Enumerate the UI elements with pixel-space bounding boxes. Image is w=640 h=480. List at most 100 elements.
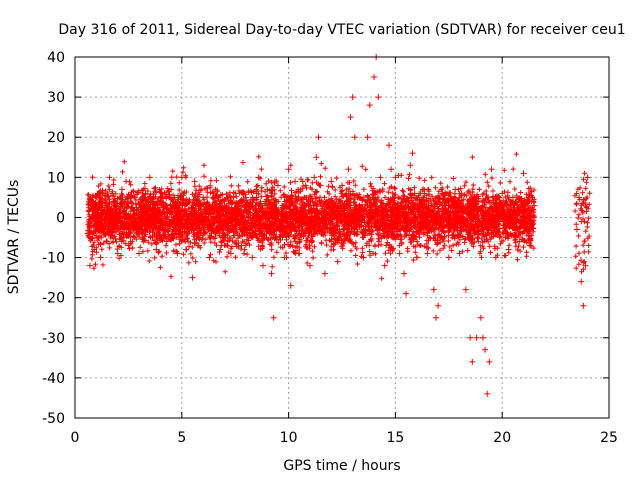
data-point [509, 194, 516, 201]
data-point [377, 174, 384, 181]
data-point [580, 302, 587, 309]
data-point [146, 174, 153, 181]
data-point [356, 194, 363, 201]
axis-ticks: 0 5 10 15 20 25 -50 -40 -30 -20 -10 0 10 20 30 40 [42, 50, 618, 446]
y-tick-label: -10 [42, 251, 65, 267]
data-point [178, 174, 185, 181]
y-tick-label: 0 [56, 210, 65, 226]
data-point [168, 186, 175, 193]
data-point [381, 262, 388, 269]
data-point [403, 290, 410, 297]
data-point [287, 282, 294, 289]
y-tick-label: 30 [47, 90, 65, 106]
x-tick-label: 25 [600, 430, 618, 446]
data-point [360, 254, 367, 261]
data-point [157, 194, 164, 201]
data-point [385, 142, 392, 149]
data-point [445, 254, 452, 261]
data-point [396, 250, 403, 257]
data-point [584, 174, 591, 181]
y-tick-label: 20 [47, 130, 65, 146]
data-point [311, 174, 318, 181]
data-point [110, 198, 117, 205]
data-point [302, 182, 309, 189]
data-point [268, 270, 275, 277]
data-point [104, 238, 111, 245]
data-point [364, 134, 371, 141]
data-point [97, 254, 104, 261]
data-point [576, 194, 583, 201]
y-tick-label: -30 [42, 331, 65, 347]
data-point [238, 242, 245, 249]
data-point [409, 150, 416, 157]
chart-title: Day 316 of 2011, Sidereal Day-to-day VTE… [58, 22, 625, 38]
data-point [89, 194, 96, 201]
data-point [484, 390, 491, 397]
data-point [469, 358, 476, 365]
data-point [432, 314, 439, 321]
data-point [174, 250, 181, 257]
data-point [84, 230, 91, 237]
data-point [221, 198, 228, 205]
data-point [430, 286, 437, 293]
data-points [84, 54, 591, 397]
data-point [388, 166, 395, 173]
data-point [531, 202, 538, 209]
data-point [86, 262, 93, 269]
data-point [339, 182, 345, 189]
data-point [479, 334, 486, 341]
data-point [136, 250, 143, 257]
data-point [424, 250, 431, 257]
data-point [131, 194, 138, 201]
data-point [520, 170, 527, 177]
data-point [264, 186, 271, 193]
data-point [91, 246, 98, 253]
data-cloud [85, 151, 593, 281]
data-point [400, 270, 407, 277]
plot-frame [74, 56, 610, 419]
data-point [420, 186, 427, 193]
y-tick-label: 10 [47, 170, 65, 186]
y-tick-label: -50 [42, 411, 65, 427]
data-point [345, 166, 352, 173]
data-point [281, 254, 288, 261]
grid-lines [75, 57, 609, 418]
data-point [163, 238, 170, 245]
data-point [467, 334, 474, 341]
data-point [191, 178, 198, 185]
data-point [285, 166, 292, 173]
data-point [317, 182, 324, 189]
data-point [439, 190, 446, 197]
data-point [270, 314, 277, 321]
data-point [486, 358, 493, 365]
data-point [274, 182, 281, 189]
data-point [142, 190, 149, 197]
data-point [189, 274, 196, 281]
x-tick-label: 10 [280, 430, 298, 446]
y-tick-label: -20 [42, 291, 65, 307]
data-point [413, 254, 420, 261]
data-point [452, 186, 459, 193]
data-point [582, 262, 589, 269]
data-point [371, 74, 378, 81]
y-axis-label: SDTVAR / TECUs [6, 180, 22, 295]
data-point [153, 246, 160, 253]
data-point [492, 254, 499, 261]
data-point [217, 246, 224, 253]
data-point [435, 302, 442, 309]
data-point [328, 178, 335, 185]
data-point [183, 246, 190, 253]
data-point [259, 262, 266, 269]
data-point [114, 250, 121, 257]
data-point [232, 190, 239, 197]
x-tick-label: 20 [493, 430, 511, 446]
data-point [375, 94, 382, 101]
data-point [200, 194, 207, 201]
data-point [366, 102, 373, 109]
data-point [210, 190, 217, 197]
data-point [118, 186, 125, 193]
data-point [195, 242, 202, 249]
x-axis-label: GPS time / hours [283, 458, 400, 474]
data-point [392, 174, 399, 181]
